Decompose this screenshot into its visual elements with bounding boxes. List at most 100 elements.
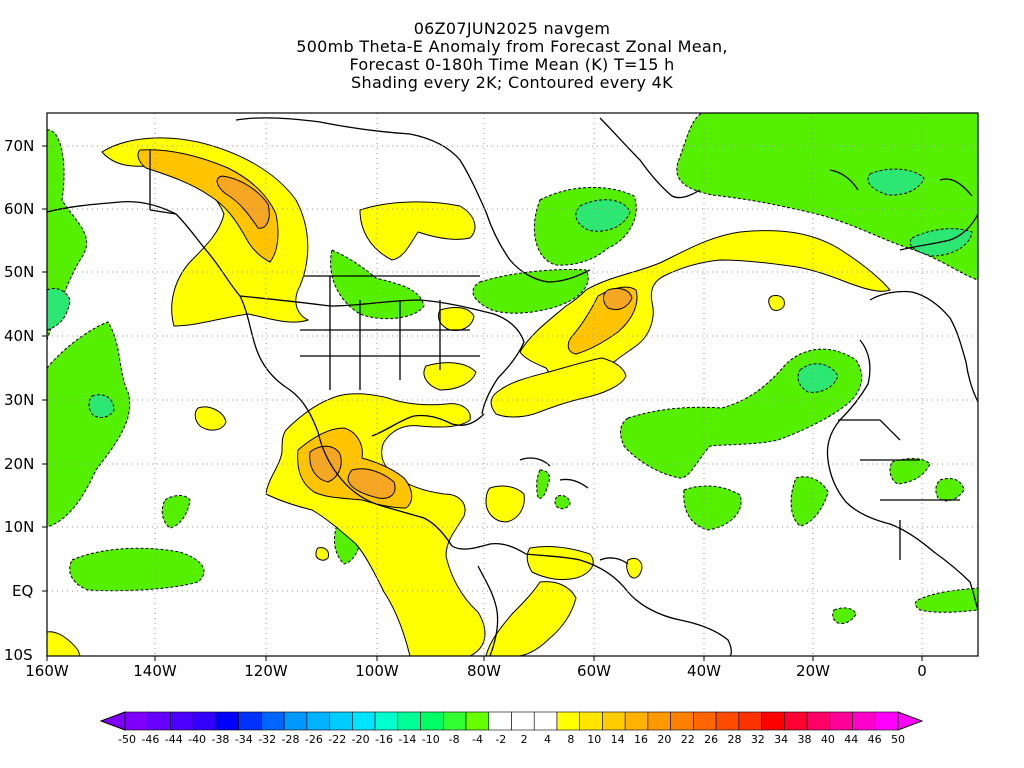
colorbar-tick-label: 10	[587, 733, 602, 746]
lat-label-eq: EQ	[12, 582, 34, 600]
colorbar-swatch	[670, 711, 694, 731]
colorbar-tick-label: -50	[118, 733, 136, 746]
colorbar-tick-label: 46	[867, 733, 882, 746]
colorbar-arrow-high	[897, 711, 924, 731]
graticule	[47, 113, 978, 656]
colorbar-tick-label: 38	[797, 733, 812, 746]
colorbar-tick-label: -4	[471, 733, 483, 746]
lat-label-20n: 20N	[4, 455, 35, 473]
colorbar-tick-label: -38	[211, 733, 230, 746]
colorbar-tick-label: -22	[328, 733, 347, 746]
lon-label-60w: 60W	[577, 662, 611, 680]
lon-label-140w: 140W	[133, 662, 177, 680]
colorbar-tick-label: 2	[520, 733, 528, 746]
colorbar-tick-label: -28	[281, 733, 300, 746]
colorbar-tick-label: -8	[448, 733, 460, 746]
colorbar-swatch	[738, 711, 762, 731]
axis-ticks	[42, 145, 923, 661]
colorbar-swatch	[261, 711, 285, 731]
colorbar-swatch	[784, 711, 808, 731]
title-line-3: Forecast 0-180h Time Mean (K) T=15 h	[349, 55, 675, 74]
lon-label-0: 0	[917, 662, 927, 680]
colorbar-tick-label: -34	[234, 733, 253, 746]
colorbar-swatch	[306, 711, 330, 731]
lat-label-10n: 10N	[4, 518, 35, 536]
colorbar-swatch	[579, 711, 603, 731]
colorbar-swatch	[693, 711, 717, 731]
colorbar-swatch	[852, 711, 876, 731]
colorbar-swatch	[147, 711, 171, 731]
lat-label-40n: 40N	[4, 327, 35, 345]
colorbar-swatch	[647, 711, 671, 731]
colorbar-tick-label: 8	[567, 733, 575, 746]
lat-label-60n: 60N	[4, 200, 35, 218]
positive-anomaly-cores	[216, 175, 633, 499]
colorbar-swatch	[533, 711, 558, 731]
colorbar-tick-label: -26	[304, 733, 323, 746]
colorbar	[99, 711, 924, 731]
colorbar-tick-label: -40	[188, 733, 207, 746]
colorbar-swatch	[874, 711, 899, 731]
lon-label-20w: 20W	[796, 662, 830, 680]
colorbar-swatch	[761, 711, 785, 731]
lat-label-50n: 50N	[4, 263, 35, 281]
colorbar-swatch	[124, 711, 149, 731]
colorbar-arrow-low	[99, 711, 126, 731]
colorbar-tick-label: -32	[258, 733, 277, 746]
colorbar-swatch	[238, 711, 262, 731]
colorbar-swatch	[397, 711, 421, 731]
lon-label-100w: 100W	[355, 662, 399, 680]
colorbar-tick-label: 14	[610, 733, 625, 746]
colorbar-tick-label: 50	[891, 733, 905, 746]
title-line-1: 06Z07JUN2025 navgem	[413, 19, 611, 38]
negative-anomaly-cores	[47, 168, 973, 418]
title-line-2: 500mb Theta-E Anomaly from Forecast Zona…	[296, 37, 728, 56]
colorbar-swatch	[624, 711, 649, 731]
colorbar-swatch	[283, 711, 308, 731]
colorbar-tick-label: 28	[727, 733, 742, 746]
colorbar-tick-label: -20	[351, 733, 370, 746]
colorbar-swatch	[329, 711, 353, 731]
lon-label-120w: 120W	[244, 662, 288, 680]
colorbar-tick-label: 4	[544, 733, 552, 746]
colorbar-swatch	[488, 711, 512, 731]
lon-label-160w: 160W	[25, 662, 69, 680]
lon-label-80w: 80W	[467, 662, 501, 680]
colorbar-swatch	[715, 711, 740, 731]
colorbar-swatch	[374, 711, 399, 731]
colorbar-swatch	[829, 711, 853, 731]
colorbar-swatch	[806, 711, 831, 731]
colorbar-swatch	[192, 711, 217, 731]
lat-label-30n: 30N	[4, 391, 35, 409]
colorbar-tick-label: 16	[634, 733, 648, 746]
colorbar-swatch	[170, 711, 194, 731]
lat-label-10s: 10S	[4, 646, 33, 664]
colorbar-tick-label: 20	[657, 733, 672, 746]
colorbar-swatch	[511, 711, 535, 731]
colorbar-swatch	[602, 711, 626, 731]
colorbar-tick-label: -14	[398, 733, 417, 746]
colorbar-tick-label: 22	[680, 733, 695, 746]
colorbar-tick-label: 40	[820, 733, 835, 746]
coastlines	[47, 117, 978, 656]
colorbar-swatch	[556, 711, 581, 731]
colorbar-tick-label: 44	[844, 733, 859, 746]
lat-label-70n: 70N	[4, 137, 35, 155]
colorbar-tick-label: 34	[774, 733, 789, 746]
colorbar-tick-label: -44	[164, 733, 183, 746]
colorbar-tick-label: -16	[375, 733, 393, 746]
colorbar-swatch	[420, 711, 444, 731]
colorbar-swatch	[465, 711, 490, 731]
anomaly-field	[47, 113, 978, 656]
colorbar-swatch	[442, 711, 467, 731]
title-block: 06Z07JUN2025 navgem 500mb Theta-E Anomal…	[0, 20, 1024, 92]
colorbar-swatch	[215, 711, 239, 731]
colorbar-tick-label: -10	[421, 733, 440, 746]
lon-label-40w: 40W	[687, 662, 721, 680]
colorbar-tick-label: 26	[704, 733, 719, 746]
colorbar-swatch	[352, 711, 376, 731]
title-line-4: Shading every 2K; Contoured every 4K	[351, 73, 673, 92]
colorbar-tick-label: -46	[141, 733, 160, 746]
map-frame	[46, 112, 979, 657]
